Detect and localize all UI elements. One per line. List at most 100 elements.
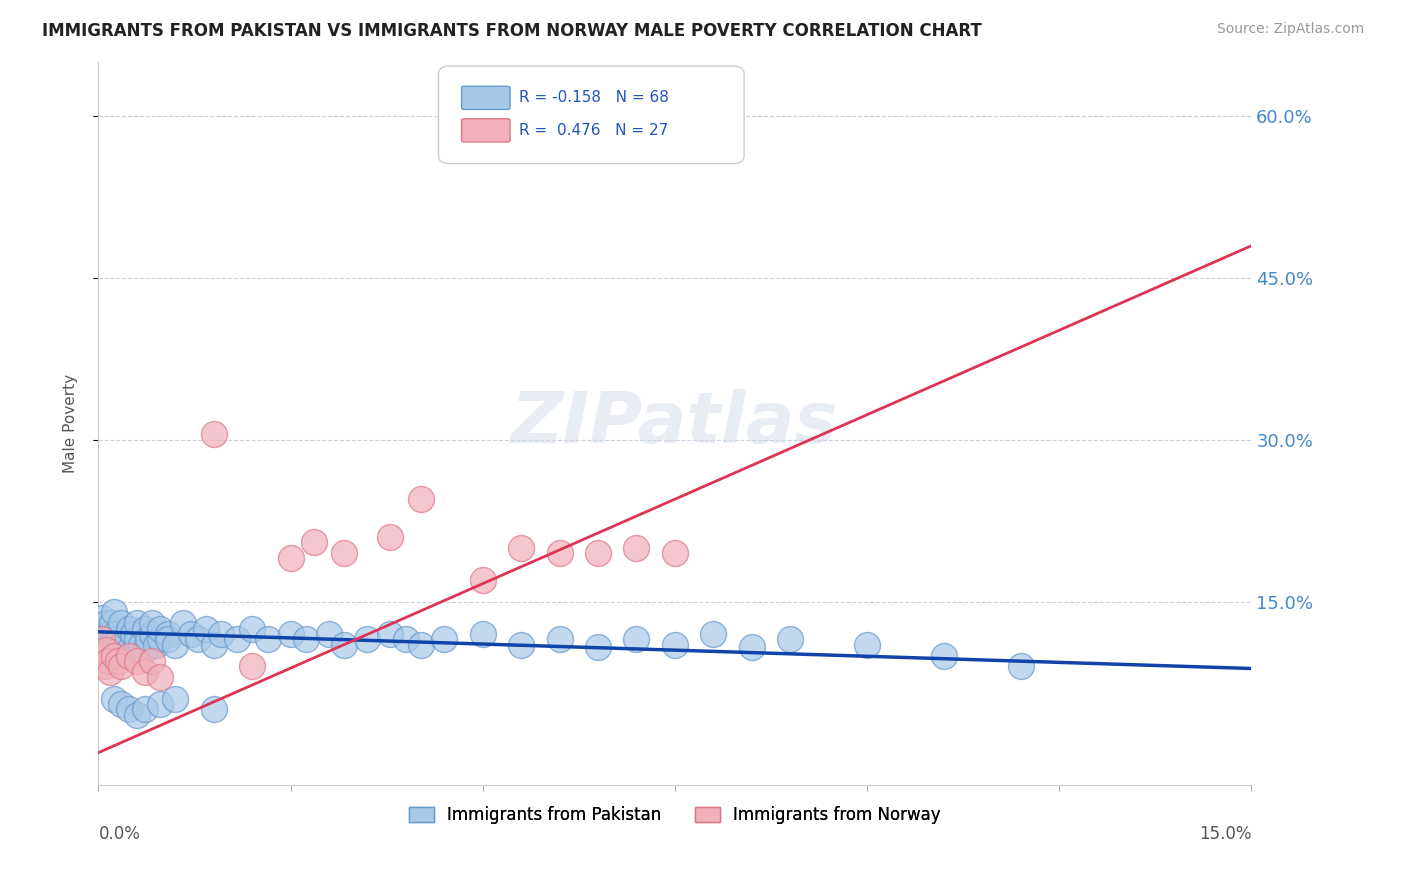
Point: [98, 665, 121, 679]
Point: [702, 627, 724, 641]
Point: [664, 638, 686, 652]
Point: [93, 659, 115, 673]
Point: [225, 632, 247, 647]
Point: [122, 627, 145, 641]
Point: [380, 627, 402, 641]
Point: [110, 659, 132, 673]
Point: [103, 648, 125, 663]
Point: [471, 627, 494, 641]
Point: [93, 632, 115, 647]
Point: [411, 638, 433, 652]
Point: [138, 632, 160, 647]
Point: [548, 546, 571, 560]
Point: [125, 654, 148, 668]
Point: [280, 627, 302, 641]
FancyBboxPatch shape: [439, 66, 744, 163]
Point: [433, 632, 456, 647]
Point: [180, 627, 202, 641]
Point: [103, 691, 125, 706]
Point: [295, 632, 318, 647]
Point: [107, 632, 129, 647]
Point: [318, 627, 340, 641]
Point: [548, 632, 571, 647]
Point: [202, 638, 225, 652]
Point: [626, 541, 648, 555]
Point: [187, 632, 209, 647]
Point: [118, 648, 141, 663]
Point: [280, 551, 302, 566]
Point: [118, 702, 141, 716]
Point: [125, 707, 148, 722]
FancyBboxPatch shape: [461, 87, 510, 110]
Y-axis label: Male Poverty: Male Poverty: [63, 374, 77, 474]
Point: [103, 606, 125, 620]
Point: [149, 670, 172, 684]
Point: [209, 627, 232, 641]
Point: [202, 702, 225, 716]
Point: [91, 632, 114, 647]
Point: [125, 632, 148, 647]
Point: [149, 622, 172, 636]
Point: [134, 622, 156, 636]
Point: [156, 632, 179, 647]
Point: [172, 616, 194, 631]
Point: [779, 632, 801, 647]
Point: [110, 616, 132, 631]
Point: [195, 622, 218, 636]
Point: [134, 702, 156, 716]
Point: [149, 632, 172, 647]
Point: [510, 541, 533, 555]
Point: [118, 643, 141, 657]
Point: [333, 546, 356, 560]
Point: [97, 654, 120, 668]
Point: [141, 654, 163, 668]
Point: [141, 627, 163, 641]
Point: [90, 648, 112, 663]
Legend: Immigrants from Pakistan, Immigrants from Norway: Immigrants from Pakistan, Immigrants fro…: [402, 799, 948, 830]
Point: [510, 638, 533, 652]
Point: [380, 530, 402, 544]
Point: [98, 638, 121, 652]
Point: [141, 616, 163, 631]
Point: [145, 638, 167, 652]
Point: [134, 665, 156, 679]
FancyBboxPatch shape: [461, 119, 510, 142]
Point: [107, 654, 129, 668]
Point: [156, 627, 179, 641]
Point: [356, 632, 378, 647]
Point: [240, 659, 263, 673]
Point: [104, 627, 127, 641]
Point: [664, 546, 686, 560]
Point: [110, 638, 132, 652]
Point: [626, 632, 648, 647]
Point: [118, 622, 141, 636]
Point: [202, 427, 225, 442]
Text: IMMIGRANTS FROM PAKISTAN VS IMMIGRANTS FROM NORWAY MALE POVERTY CORRELATION CHAR: IMMIGRANTS FROM PAKISTAN VS IMMIGRANTS F…: [42, 22, 981, 40]
Point: [94, 643, 117, 657]
Point: [586, 546, 609, 560]
Point: [165, 638, 187, 652]
Point: [395, 632, 418, 647]
Point: [741, 640, 763, 654]
Point: [411, 492, 433, 507]
Point: [240, 622, 263, 636]
Text: R = -0.158   N = 68: R = -0.158 N = 68: [519, 90, 669, 105]
Point: [90, 622, 112, 636]
Point: [932, 648, 955, 663]
Point: [101, 616, 124, 631]
Point: [856, 638, 879, 652]
Text: ZIPatlas: ZIPatlas: [512, 389, 838, 458]
Point: [129, 638, 152, 652]
Point: [256, 632, 278, 647]
Point: [333, 638, 356, 652]
Text: R =  0.476   N = 27: R = 0.476 N = 27: [519, 123, 668, 138]
Point: [149, 697, 172, 711]
Point: [91, 611, 114, 625]
Point: [125, 616, 148, 631]
Point: [114, 632, 136, 647]
Point: [471, 573, 494, 587]
Point: [1010, 659, 1032, 673]
Text: Source: ZipAtlas.com: Source: ZipAtlas.com: [1216, 22, 1364, 37]
Point: [586, 640, 609, 654]
Text: 15.0%: 15.0%: [1199, 825, 1251, 843]
